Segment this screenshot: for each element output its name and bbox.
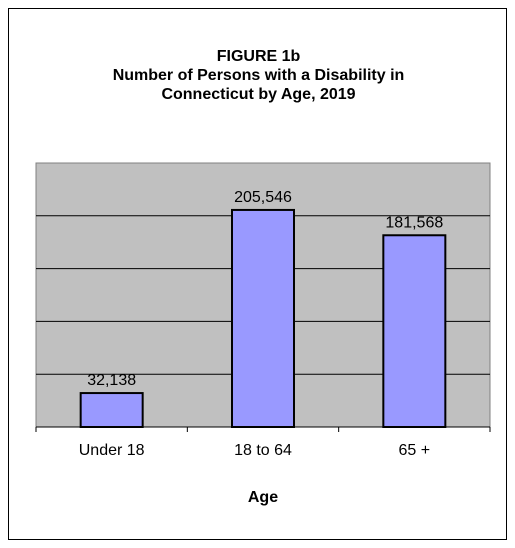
x-axis: Under 18 18 to 64 65 + xyxy=(35,426,491,459)
chart-title: FIGURE 1b Number of Persons with a Disab… xyxy=(9,47,508,104)
bar-1 xyxy=(231,208,295,428)
data-labels: 32,138 205,546 181,568 xyxy=(87,189,443,389)
chart-title-line-2: Number of Persons with a Disability in xyxy=(112,67,405,84)
data-label-2: 181,568 xyxy=(385,214,443,231)
x-axis-title: Age xyxy=(248,489,278,506)
bar-2 xyxy=(382,234,447,428)
data-label-0: 32,138 xyxy=(87,372,136,389)
chart-title-line-3: Connecticut by Age, 2019 xyxy=(161,86,356,103)
bar-0 xyxy=(79,392,144,429)
category-label-1: 18 to 64 xyxy=(234,442,292,459)
chart-title-line-1: FIGURE 1b xyxy=(216,48,301,65)
bars xyxy=(79,208,447,429)
category-label-2: 65 + xyxy=(399,442,431,459)
data-label-1: 205,546 xyxy=(234,189,292,206)
category-label-0: Under 18 xyxy=(79,442,145,459)
